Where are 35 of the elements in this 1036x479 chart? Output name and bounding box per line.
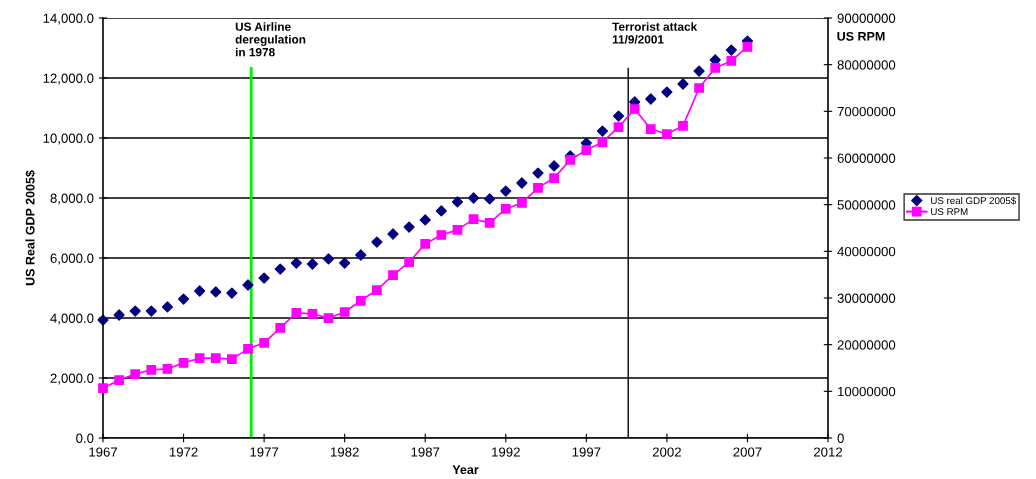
y-tick-label: 14,000.0 <box>43 13 94 25</box>
x-tick-label: 1987 <box>411 447 440 457</box>
y-tick-label: 2,000.0 <box>50 373 94 385</box>
y-tick-label: 10,000.0 <box>43 133 94 145</box>
y2-tick-label: 30000000 <box>837 293 896 303</box>
y2-tick-label: 20000000 <box>837 340 896 350</box>
x-tick-label: 2002 <box>652 447 681 457</box>
y-tick-label: 8,000.0 <box>50 193 94 205</box>
y2-tick-label: 50000000 <box>837 200 896 210</box>
x-axis-title: Year <box>452 465 479 475</box>
legend-label: US real GDP 2005$ <box>931 196 1016 205</box>
y2-tick-label: 40000000 <box>837 246 896 257</box>
legend-label: US RPM <box>931 208 968 216</box>
y2-tick-label: 10000000 <box>838 386 896 397</box>
x-tick-label: 2012 <box>813 447 843 457</box>
ref-line-label: US Airline deregulation in 1978 <box>235 22 306 57</box>
x-tick-label: 1992 <box>492 447 520 457</box>
y2-tick-label: 70000000 <box>837 106 896 117</box>
x-tick-label: 1997 <box>572 447 601 457</box>
y2-axis-title: US RPM <box>837 31 885 41</box>
y2-tick-label: 0 <box>837 433 844 443</box>
y2-tick-label: 80000000 <box>837 60 896 70</box>
y2-tick-label: 60000000 <box>837 153 896 163</box>
y-tick-label: 12,000.0 <box>43 73 94 85</box>
y-tick-label: 0.0 <box>76 433 94 443</box>
y-tick-label: 6,000.0 <box>50 253 94 265</box>
x-tick-label: 1982 <box>331 447 359 457</box>
y2-tick-label: 90000000 <box>837 13 896 23</box>
x-tick-label: 2007 <box>733 447 762 457</box>
x-tick-label: 1972 <box>169 447 198 457</box>
x-tick-label: 1977 <box>250 447 279 457</box>
y-tick-label: 4,000.0 <box>50 313 94 325</box>
ref-line-label: Terrorist attack 11/9/2001 <box>612 22 698 44</box>
y-axis-title: US Real GDP 2005$ <box>25 170 36 286</box>
x-tick-label: 1967 <box>89 447 118 457</box>
